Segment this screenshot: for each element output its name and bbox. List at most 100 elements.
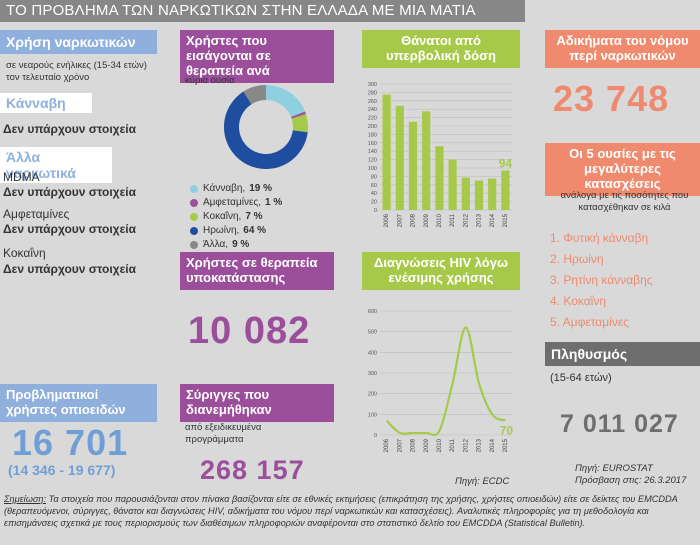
line-ytick-label: 0 xyxy=(374,433,377,439)
mdma-no-data: Δεν υπάρχουν στοιχεία xyxy=(3,185,136,199)
treatment-header: Χρήστες που εισάγονται σε θεραπεία ανά xyxy=(180,30,334,83)
bar-ytick-label: 220 xyxy=(368,116,377,122)
substitution-header: Χρήστες σε θεραπεία υποκατάστασης xyxy=(180,252,334,290)
amphetamines-no-data: Δεν υπάρχουν στοιχεία xyxy=(3,222,136,236)
top5-item-2: 2. Ηρωίνη xyxy=(550,252,604,266)
top5-header: Οι 5 ουσίες με τις μεγαλύτερες κατασχέσε… xyxy=(545,143,700,196)
cannabis-no-data: Δεν υπάρχουν στοιχεία xyxy=(3,122,136,136)
population-source: Πηγή: EUROSTAT xyxy=(575,463,653,474)
problem-users-header: Προβληματικοί χρήστες οπιοειδών xyxy=(0,384,157,422)
mdma-label: MDMA xyxy=(3,170,40,184)
line-ytick-label: 200 xyxy=(368,392,377,398)
bar-ytick-label: 40 xyxy=(371,191,377,197)
top5-item-4: 4. Κοκαΐνη xyxy=(550,294,607,308)
legend-item-0: Κάνναβη, 19 % xyxy=(190,182,282,196)
other-drugs-label: Άλλα ναρκωτικά xyxy=(0,147,112,183)
drug-use-section: Χρήση ναρκωτικών σε νεαρούς ενήλικες (15… xyxy=(0,30,157,84)
footnote-text: Τα στοιχεία που παρουσιάζονται στον πίνα… xyxy=(4,494,678,528)
bar-ytick-label: 180 xyxy=(368,132,377,138)
offences-value: 23 748 xyxy=(553,78,670,119)
line-xtick-label: 2007 xyxy=(397,438,403,452)
cocaine-no-data: Δεν υπάρχουν στοιχεία xyxy=(3,262,136,276)
donut-slice-2 xyxy=(291,114,308,133)
offences-header: Αδικήματα του νόμου περί ναρκωτικών xyxy=(545,30,700,68)
cocaine-label: Κοκαΐνη xyxy=(3,246,46,260)
bar-xtick-label: 2009 xyxy=(424,213,430,227)
legend-swatch xyxy=(190,199,198,207)
line-xtick-label: 2015 xyxy=(503,438,509,452)
bar-xtick-label: 2011 xyxy=(450,213,456,227)
population-value: 7 011 027 xyxy=(560,410,679,438)
bar-ytick-label: 120 xyxy=(368,158,377,164)
bar-ytick-label: 240 xyxy=(368,107,377,113)
deaths-header: Θάνατοι από υπερβολική δόση xyxy=(362,30,520,68)
bar-xtick-label: 2015 xyxy=(503,213,509,227)
population-access-date: Πρόσβαση στις: 26.3.2017 xyxy=(575,475,687,486)
page-title: ΤΟ ΠΡΟΒΛΗΜΑ ΤΩΝ ΝΑΡΚΩΤΙΚΩΝ ΣΤΗΝ ΕΛΛΑΔΑ Μ… xyxy=(0,0,525,22)
bar-data-label: 94 xyxy=(499,157,513,171)
legend-value: 64 % xyxy=(243,225,267,236)
treatment-legend: Κάνναβη, 19 % Αμφεταμίνες, 1 % Κοκαΐνη, 7 % Ηρ… xyxy=(190,182,282,252)
bar-ytick-label: 100 xyxy=(368,166,377,172)
line-ytick-label: 400 xyxy=(368,350,377,356)
top5-item-3: 3. Ρητίνη κάνναβης xyxy=(550,273,653,287)
donut-slice-1 xyxy=(291,111,306,119)
bar-ytick-label: 160 xyxy=(368,141,377,147)
legend-item-1: Αμφεταμίνες, 1 % xyxy=(190,196,282,210)
problem-users-value: 16 701 xyxy=(12,422,129,463)
bar-xtick-label: 2013 xyxy=(477,213,483,227)
bar-2011 xyxy=(448,159,457,210)
treatment-subtitle: κύρια ουσία xyxy=(185,75,235,86)
line-xtick-label: 2006 xyxy=(384,438,390,452)
legend-swatch xyxy=(190,241,198,249)
bar-ytick-label: 280 xyxy=(368,90,377,96)
top5-list: 1. Φυτική κάνναβη 2. Ηρωίνη 3. Ρητίνη κάνν… xyxy=(550,228,653,333)
donut-slice-3 xyxy=(224,91,308,170)
legend-swatch xyxy=(190,227,198,235)
donut-slice-0 xyxy=(266,85,306,118)
legend-label: Ηρωίνη, xyxy=(203,225,240,236)
line-xtick-label: 2013 xyxy=(477,438,483,452)
bar-2014 xyxy=(488,178,497,210)
bar-xtick-label: 2008 xyxy=(411,213,417,227)
bar-ytick-label: 80 xyxy=(371,174,377,180)
bar-ytick-label: 200 xyxy=(368,124,377,130)
cannabis-label: Κάνναβη xyxy=(0,93,92,113)
bar-ytick-label: 20 xyxy=(371,200,377,206)
bar-xtick-label: 2010 xyxy=(437,213,443,227)
legend-item-2: Κοκαΐνη, 7 % xyxy=(190,210,282,224)
legend-label: Κάνναβη, xyxy=(203,183,246,194)
top5-subtitle: ανάλογα με τις ποσότητες που κατασχέθηκα… xyxy=(560,190,689,213)
top5-item-1: 1. Φυτική κάνναβη xyxy=(550,231,649,245)
line-xtick-label: 2014 xyxy=(490,438,496,452)
population-subtitle: (15-64 ετών) xyxy=(550,372,612,384)
bar-2013 xyxy=(474,180,484,210)
line-xtick-label: 2009 xyxy=(424,438,430,452)
hiv-series-line xyxy=(385,326,506,437)
bar-2010 xyxy=(435,146,444,210)
bar-2007 xyxy=(395,105,404,210)
donut-slice-4 xyxy=(243,85,266,105)
legend-swatch xyxy=(190,185,198,193)
hiv-header: Διαγνώσεις HIV λόγω ενέσιμης χρήσης xyxy=(362,252,520,290)
syringes-header: Σύριγγες που διανεμήθηκαν xyxy=(180,384,334,422)
legend-value: 7 % xyxy=(245,211,263,222)
drug-use-header: Χρήση ναρκωτικών xyxy=(0,30,157,55)
bar-ytick-label: 260 xyxy=(368,99,377,105)
legend-value: 9 % xyxy=(232,239,250,250)
bar-xtick-label: 2014 xyxy=(490,213,496,227)
line-ytick-label: 100 xyxy=(368,412,377,418)
population-header: Πληθυσμός xyxy=(545,342,700,367)
line-xtick-label: 2008 xyxy=(411,438,417,452)
drug-use-subtitle: σε νεαρούς ενήλικες (15-34 ετών) τον τελ… xyxy=(6,60,147,83)
footnote-label: Σημείωση: xyxy=(4,494,47,504)
legend-value: 19 % xyxy=(249,183,272,194)
bar-2012 xyxy=(461,177,470,210)
line-xtick-label: 2010 xyxy=(437,438,443,452)
bar-2009 xyxy=(422,111,431,210)
problem-users-range: (14 346 - 19 677) xyxy=(8,462,116,478)
top5-item-5: 5. Αμφεταμίνες xyxy=(550,315,629,329)
line-ytick-label: 300 xyxy=(368,371,377,377)
line-ytick-label: 500 xyxy=(368,330,377,336)
bar-xtick-label: 2007 xyxy=(397,213,403,227)
